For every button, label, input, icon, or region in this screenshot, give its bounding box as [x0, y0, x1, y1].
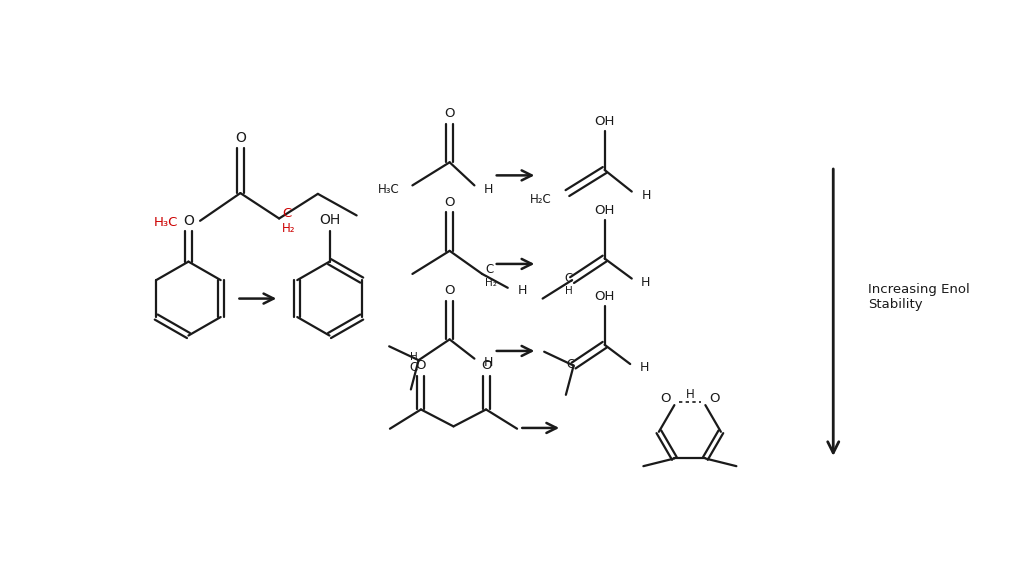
- Text: H: H: [642, 189, 651, 202]
- Text: O: O: [444, 285, 455, 297]
- Text: O: O: [659, 392, 671, 406]
- Text: H: H: [565, 286, 572, 296]
- Text: H: H: [641, 276, 650, 289]
- Text: Increasing Enol
Stability: Increasing Enol Stability: [868, 283, 970, 311]
- Text: O: O: [710, 392, 720, 406]
- Text: H: H: [685, 388, 694, 401]
- Text: H: H: [483, 356, 494, 369]
- Text: C: C: [410, 361, 418, 374]
- Text: OH: OH: [595, 115, 614, 128]
- Text: O: O: [481, 359, 492, 372]
- Text: H: H: [518, 285, 527, 297]
- Text: H₃C: H₃C: [378, 183, 399, 196]
- Text: OH: OH: [595, 203, 614, 217]
- Text: OH: OH: [595, 290, 614, 303]
- Text: C: C: [283, 207, 292, 221]
- Text: O: O: [183, 214, 194, 228]
- Text: C: C: [566, 358, 574, 370]
- Text: C: C: [564, 272, 572, 285]
- Text: H₂: H₂: [484, 278, 497, 288]
- Text: C: C: [485, 263, 494, 276]
- Text: H: H: [410, 352, 418, 362]
- Text: H: H: [483, 183, 494, 196]
- Text: H₂C: H₂C: [530, 193, 552, 206]
- Text: O: O: [416, 359, 426, 372]
- Text: O: O: [444, 196, 455, 209]
- Text: H: H: [640, 361, 649, 374]
- Text: O: O: [444, 107, 455, 120]
- Text: H₂: H₂: [282, 222, 295, 235]
- Text: H₃C: H₃C: [154, 216, 178, 229]
- Text: OH: OH: [318, 213, 340, 227]
- Text: O: O: [234, 131, 246, 145]
